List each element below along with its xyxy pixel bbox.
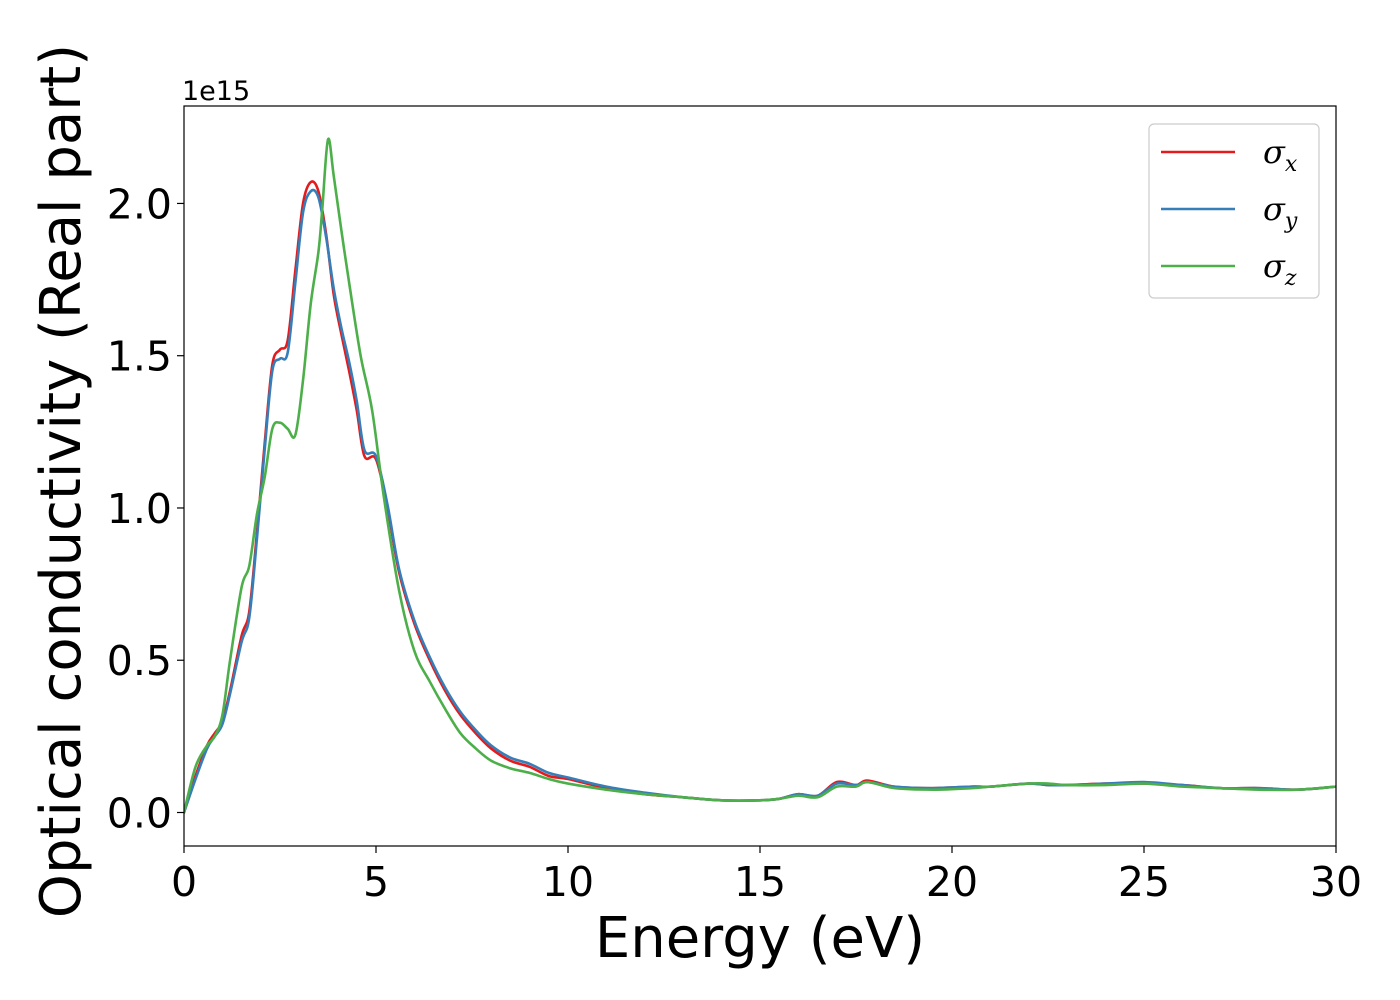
y-tick-label: 0.0 bbox=[107, 790, 172, 838]
x-axis-label: Energy (eV) bbox=[595, 906, 925, 971]
legend-subscript: y bbox=[1284, 209, 1298, 234]
legend-entry-x: σx bbox=[1263, 133, 1298, 177]
x-tick-label: 10 bbox=[542, 858, 594, 906]
legend-subscript: x bbox=[1285, 152, 1298, 177]
legend-symbol: σ bbox=[1263, 190, 1286, 228]
legend-entry-y: σy bbox=[1263, 190, 1298, 234]
x-tick-label: 15 bbox=[734, 858, 786, 906]
y-tick-label: 1.5 bbox=[107, 333, 172, 381]
x-tick-label: 5 bbox=[363, 858, 389, 906]
legend-box bbox=[1148, 123, 1320, 299]
x-tick-label: 0 bbox=[171, 858, 197, 906]
x-tick-label: 30 bbox=[1310, 858, 1362, 906]
y-tick-label: 2.0 bbox=[107, 180, 172, 228]
y-axis: 0.0 0.5 1.0 1.5 2.0 bbox=[107, 180, 184, 838]
x-tick-label: 25 bbox=[1118, 858, 1170, 906]
y-offset-label: 1e15 bbox=[182, 76, 250, 107]
x-tick-label: 20 bbox=[926, 858, 978, 906]
legend-symbol: σ bbox=[1263, 247, 1286, 285]
legend-entry-z: σz bbox=[1263, 247, 1297, 291]
y-tick-label: 0.5 bbox=[107, 637, 172, 685]
y-axis-label: Optical conductivity (Real part) bbox=[29, 44, 94, 918]
series-line-z bbox=[184, 137, 1336, 814]
legend-subscript: z bbox=[1284, 266, 1297, 291]
legend-symbol: σ bbox=[1263, 133, 1286, 171]
x-axis: 0 5 10 15 20 25 30 bbox=[171, 846, 1362, 906]
y-tick-label: 1.0 bbox=[107, 485, 172, 533]
series-layer bbox=[184, 137, 1336, 814]
